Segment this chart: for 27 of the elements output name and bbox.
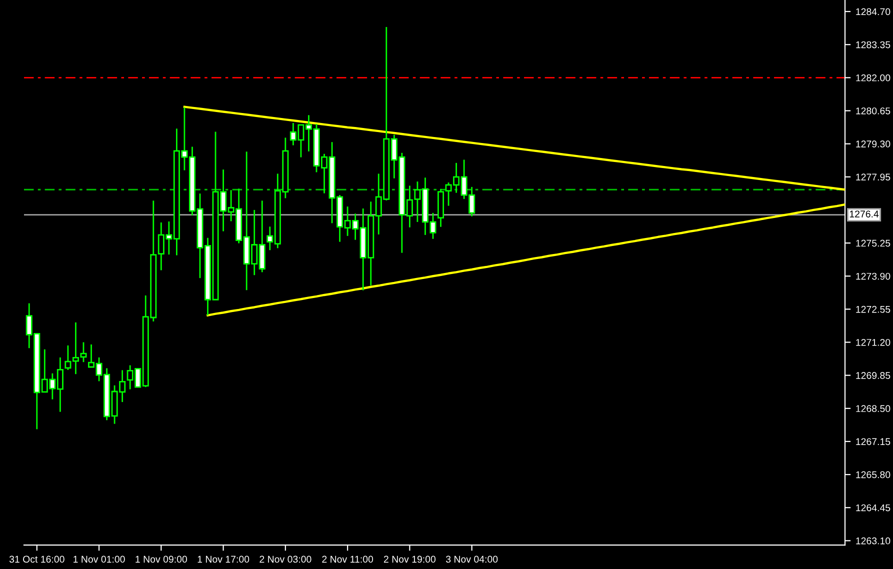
y-tick-label: 1282.00 [856,74,890,82]
x-tick-label: 31 Oct 16:00 [9,556,64,563]
y-tick-label: 1269.85 [856,372,890,379]
ref-line-label: 1276.4 [850,210,879,218]
y-tick-label: 1279.30 [856,140,890,148]
x-tick-label: 3 Nov 04:00 [446,556,498,563]
x-tick-label: 1 Nov 01:00 [74,556,125,563]
y-tick-label: 1277.95 [856,174,890,180]
x-tick-label: 1 Nov 09:00 [136,556,187,563]
y-tick-label: 1263.10 [856,537,890,544]
x-tick-label: 2 Nov 19:00 [384,556,436,563]
y-tick-label: 1280.65 [856,107,890,114]
y-tick-label: 1268.50 [856,405,890,412]
x-tick-label: 2 Nov 11:00 [322,556,374,563]
y-tick-label: 1271.20 [856,338,890,346]
y-tick-label: 1273.90 [856,272,890,280]
line-series [206,203,845,316]
y-tick-label: 1267.15 [856,438,890,446]
line-series [183,106,845,191]
y-tick-label: 1283.35 [856,41,890,48]
y-tick-label: 1272.55 [856,306,890,313]
x-tick-label: 1 Nov 17:00 [198,556,250,563]
y-tick-label: 1264.45 [856,504,890,512]
x-tick-label: 2 Nov 03:00 [260,556,312,563]
y-tick-label: 1284.70 [856,8,890,16]
y-tick-label: 1275.25 [856,240,890,247]
y-tick-label: 1265.80 [856,471,890,478]
